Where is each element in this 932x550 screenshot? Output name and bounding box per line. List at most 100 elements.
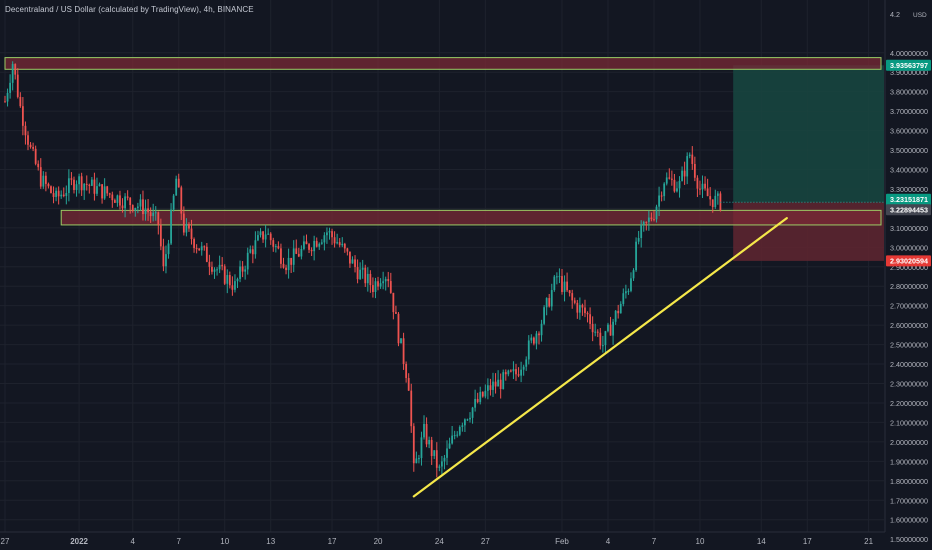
candle-body <box>9 82 12 93</box>
price-tag-gray <box>886 204 931 216</box>
candle-body <box>42 175 45 187</box>
candle-body <box>193 239 195 249</box>
candle-body <box>448 443 451 449</box>
x-tick-label: 10 <box>696 537 705 546</box>
candle-body <box>295 248 298 254</box>
candle-body <box>714 195 717 208</box>
candle-body <box>678 180 681 189</box>
candle-body <box>568 290 571 294</box>
candle-body <box>149 212 152 217</box>
candle-body <box>134 207 137 211</box>
candle-body <box>395 312 397 314</box>
y-tick-label: 4.00000000 <box>890 49 928 58</box>
candle-body <box>515 369 517 375</box>
candle-body <box>4 101 6 103</box>
candle-body <box>172 195 175 210</box>
y-tick-label: 1.60000000 <box>890 516 928 525</box>
candle-body <box>566 281 568 291</box>
candle-body <box>532 337 535 344</box>
candle-body <box>655 206 658 220</box>
candle-body <box>681 170 683 181</box>
candle-body <box>716 193 719 196</box>
candle-body <box>469 417 471 420</box>
price-tag-green <box>886 59 931 71</box>
candle-body <box>563 281 566 292</box>
candle-body <box>308 244 310 250</box>
candle-body <box>387 278 390 282</box>
candle-body <box>292 248 295 265</box>
candle-body <box>338 242 341 246</box>
candle-body <box>6 92 9 102</box>
candle-body <box>205 246 208 262</box>
candle-body <box>226 275 229 284</box>
candle-body <box>313 240 316 252</box>
candle-body <box>297 253 300 257</box>
candle-body <box>116 195 119 203</box>
candle-body <box>203 246 206 248</box>
candle-body <box>668 177 671 179</box>
candle-body <box>83 183 86 191</box>
candle-body <box>182 213 185 233</box>
candle-body <box>85 183 88 185</box>
candle-body <box>635 241 637 271</box>
candle-body <box>392 292 395 313</box>
candle-body <box>47 183 50 187</box>
chart-title: Decentraland / US Dollar (calculated by … <box>5 5 254 14</box>
candle-body <box>400 338 402 344</box>
y-tick-label: 3.70000000 <box>890 107 928 116</box>
candle-body <box>177 178 180 188</box>
candle-body <box>520 369 523 376</box>
candle-body <box>504 372 507 375</box>
candle-body <box>553 276 556 291</box>
candle-body <box>663 183 666 197</box>
candle-body <box>67 178 70 193</box>
candle-body <box>254 240 257 255</box>
candle-body <box>131 205 134 211</box>
y-tick-label: 1.80000000 <box>890 477 928 486</box>
candle-body <box>627 290 630 292</box>
candle-body <box>24 125 27 136</box>
candle-body <box>446 448 448 458</box>
y-tick-label: 2.30000000 <box>890 380 928 389</box>
candle-body <box>428 439 431 445</box>
x-tick-label: 21 <box>864 537 873 546</box>
candle-body <box>366 273 369 284</box>
candle-body <box>405 363 408 379</box>
candle-body <box>277 246 280 249</box>
candle-body <box>129 197 132 206</box>
candle-body <box>624 291 627 294</box>
candle-body <box>60 194 63 197</box>
candle-body <box>492 381 494 390</box>
candle-body <box>336 242 339 244</box>
candle-body <box>637 238 640 242</box>
candle-body <box>108 193 111 195</box>
y-tick-label: 3.40000000 <box>890 165 928 174</box>
candle-body <box>175 178 178 196</box>
candle-body <box>62 194 65 196</box>
candle-body <box>456 434 459 436</box>
candle-body <box>236 278 239 282</box>
x-tick-label: 27 <box>481 537 490 546</box>
candle-body <box>688 154 691 157</box>
candle-body <box>676 188 678 192</box>
currency-label: USD <box>913 12 927 19</box>
candle-body <box>479 391 482 402</box>
y-tick-label: 2.20000000 <box>890 399 928 408</box>
candle-body <box>686 156 689 177</box>
candle-body <box>407 378 410 391</box>
candle-body <box>29 144 32 148</box>
candle-body <box>285 267 287 271</box>
candle-body <box>364 267 367 284</box>
candle-body <box>39 167 42 187</box>
candle-body <box>670 178 673 180</box>
candle-body <box>453 435 456 437</box>
candle-body <box>412 426 415 464</box>
candle-body <box>55 190 57 197</box>
candle-body <box>223 266 226 284</box>
candle-body <box>27 135 29 145</box>
candle-body <box>96 186 98 194</box>
candle-body <box>693 163 696 178</box>
candle-body <box>119 195 121 206</box>
